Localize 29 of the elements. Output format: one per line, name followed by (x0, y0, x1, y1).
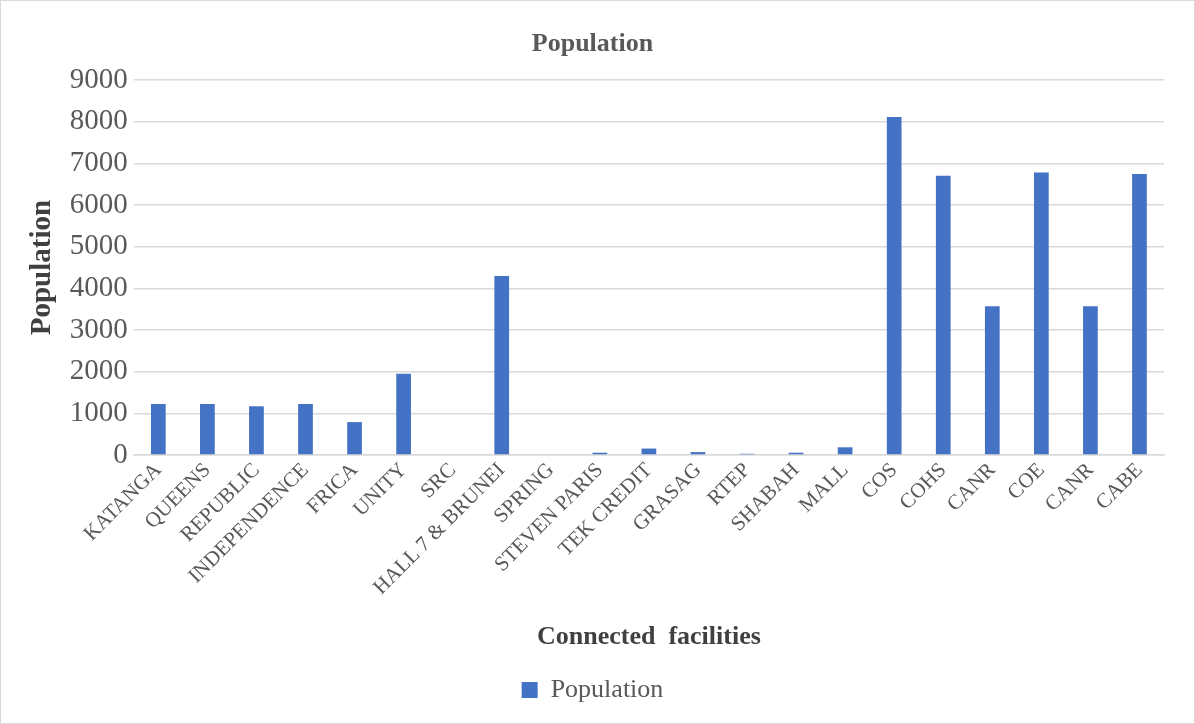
bar (837, 447, 853, 455)
y-tick-label: 5000 (69, 228, 128, 261)
bar (396, 373, 411, 455)
bar (249, 406, 264, 455)
x-tick-label: COS (855, 457, 902, 504)
bar (200, 403, 215, 455)
y-tick-label: 6000 (69, 186, 128, 219)
bar (1034, 172, 1049, 455)
y-tick-label: 7000 (69, 145, 128, 178)
bar (1132, 174, 1147, 455)
legend-label: Population (550, 673, 664, 703)
y-tick-label: 0 (113, 436, 128, 469)
y-tick-label: 3000 (69, 311, 128, 344)
bar (150, 403, 166, 455)
x-axis-title: Connected facilities (536, 621, 761, 651)
bar (984, 306, 1000, 455)
bar (1083, 306, 1098, 455)
bar (886, 117, 902, 455)
y-tick-label: 2000 (69, 353, 128, 386)
y-tick-label: 9000 (69, 61, 128, 94)
bar (347, 422, 362, 455)
y-tick-label: 8000 (69, 103, 128, 136)
bar (935, 175, 951, 455)
bar (494, 275, 510, 455)
y-tick-label: 1000 (69, 394, 128, 427)
chart-title: Population (531, 28, 654, 58)
y-tick-label: 4000 (69, 270, 128, 303)
bar (298, 403, 313, 455)
y-axis-title: Population (23, 199, 56, 336)
